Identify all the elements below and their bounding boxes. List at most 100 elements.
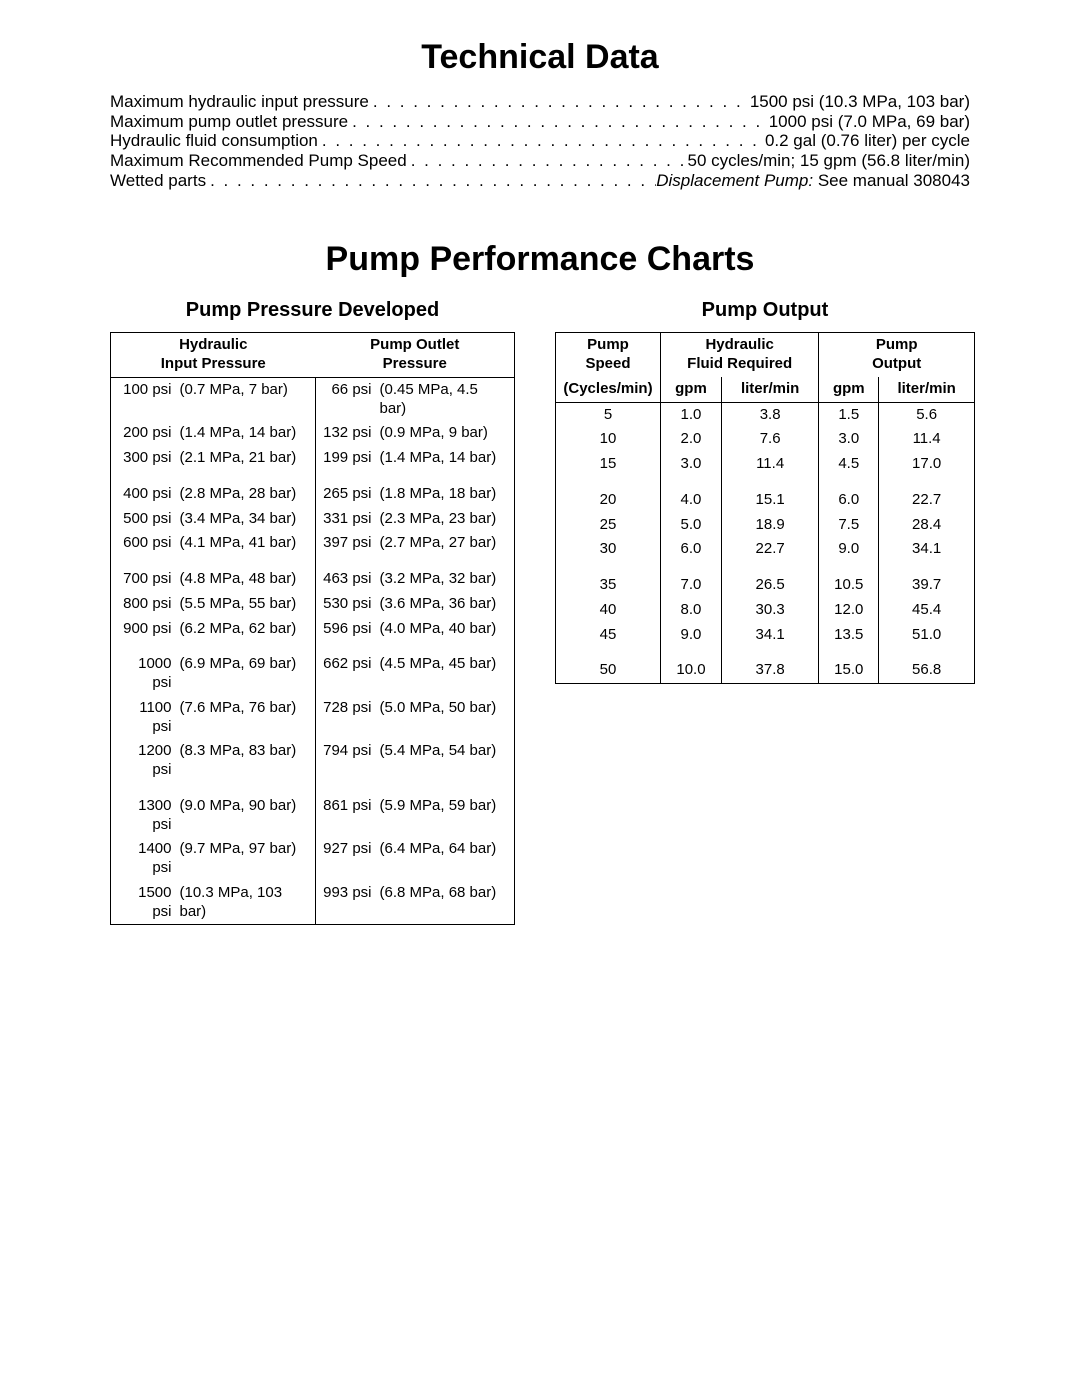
table-subheader-cell: (Cycles/min) [556,377,661,402]
table-cell: 5 [556,402,661,427]
pressure-table: Hydraulic Input Pressure Pump Outlet Pre… [110,332,515,925]
table-cell: 50 [556,647,661,683]
table-cell: 728 psi [316,696,376,740]
table-cell: (4.5 MPa, 45 bar) [376,641,515,696]
table-cell: (2.8 MPa, 28 bar) [176,471,316,507]
table-row: 100 psi(0.7 MPa, 7 bar)66 psi(0.45 MPa, … [111,377,515,421]
table-subheader-cell: gpm [661,377,722,402]
table-cell: 37.8 [721,647,818,683]
table-cell: 927 psi [316,837,376,881]
table-cell: (6.4 MPa, 64 bar) [376,837,515,881]
table-cell: 9.0 [819,537,879,562]
table-header-cell: PumpSpeed [556,333,661,377]
table-cell: (0.9 MPa, 9 bar) [376,421,515,446]
table-cell: 100 psi [111,377,176,421]
table-cell: 7.6 [721,427,818,452]
table-cell: 34.1 [879,537,975,562]
table-cell: 6.0 [661,537,722,562]
table-cell: 1300 psi [111,783,176,838]
table-cell: 1500 psi [111,881,176,925]
table-cell: 1200 psi [111,739,176,783]
table-cell: (10.3 MPa, 103 bar) [176,881,316,925]
table-cell: 500 psi [111,507,176,532]
charts-row: Pump Pressure Developed Hydraulic Input … [110,295,970,925]
table-cell: 51.0 [879,623,975,648]
table-row: 306.022.79.034.1 [556,537,975,562]
table-row: 255.018.97.528.4 [556,513,975,538]
table-cell: 35 [556,562,661,598]
table-cell: 200 psi [111,421,176,446]
spec-dots: . . . . . . . . . . . . . . . . . . . . … [318,132,765,151]
spec-label: Wetted parts [110,172,206,191]
table-row: 408.030.312.045.4 [556,598,975,623]
table-cell: 10.0 [661,647,722,683]
table-cell: (4.0 MPa, 40 bar) [376,617,515,642]
table-cell: 9.0 [661,623,722,648]
output-table: PumpSpeedHydraulicFluid RequiredPumpOutp… [555,332,975,684]
table-cell: 800 psi [111,592,176,617]
table-cell: 600 psi [111,531,176,556]
table-cell: 7.0 [661,562,722,598]
spec-row: Wetted parts . . . . . . . . . . . . . .… [110,172,970,191]
spec-dots: . . . . . . . . . . . . . . . . . . . . … [369,93,750,112]
table-cell: 397 psi [316,531,376,556]
spec-row: Hydraulic fluid consumption . . . . . . … [110,132,970,151]
table-cell: (2.3 MPa, 23 bar) [376,507,515,532]
table-cell: (3.6 MPa, 36 bar) [376,592,515,617]
spec-value: Displacement Pump: See manual 308043 [656,172,970,191]
spec-value: 1000 psi (7.0 MPa, 69 bar) [769,113,970,132]
table-cell: 17.0 [879,452,975,477]
table-subheader-cell: liter/min [879,377,975,402]
table-cell: 1000 psi [111,641,176,696]
spec-label: Maximum hydraulic input pressure [110,93,369,112]
table-cell: 15.0 [819,647,879,683]
table-cell: 3.0 [819,427,879,452]
table-cell: 993 psi [316,881,376,925]
spec-row: Maximum Recommended Pump Speed . . . . .… [110,152,970,171]
table-cell: (0.45 MPa, 4.5 bar) [376,377,515,421]
spec-label: Hydraulic fluid consumption [110,132,318,151]
table-cell: 11.4 [879,427,975,452]
table-cell: (2.7 MPa, 27 bar) [376,531,515,556]
table-cell: 7.5 [819,513,879,538]
table-row: 300 psi(2.1 MPa, 21 bar)199 psi(1.4 MPa,… [111,446,515,471]
table-cell: (1.8 MPa, 18 bar) [376,471,515,507]
output-chart-title: Pump Output [555,299,975,322]
table-cell: (9.0 MPa, 90 bar) [176,783,316,838]
table-row: 204.015.16.022.7 [556,477,975,513]
table-cell: 2.0 [661,427,722,452]
table-cell: (6.9 MPa, 69 bar) [176,641,316,696]
table-cell: (3.2 MPa, 32 bar) [376,556,515,592]
table-cell: 662 psi [316,641,376,696]
table-row: 500 psi(3.4 MPa, 34 bar)331 psi(2.3 MPa,… [111,507,515,532]
table-cell: (5.4 MPa, 54 bar) [376,739,515,783]
table-header-cell: HydraulicFluid Required [661,333,819,377]
table-cell: 700 psi [111,556,176,592]
table-cell: (1.4 MPa, 14 bar) [376,446,515,471]
spec-value: 0.2 gal (0.76 liter) per cycle [765,132,970,151]
table-cell: 20 [556,477,661,513]
table-cell: 39.7 [879,562,975,598]
table-cell: 15 [556,452,661,477]
table-cell: 1.0 [661,402,722,427]
table-cell: 596 psi [316,617,376,642]
table-cell: 10 [556,427,661,452]
table-row: 1300 psi(9.0 MPa, 90 bar)861 psi(5.9 MPa… [111,783,515,838]
spec-row: Maximum hydraulic input pressure . . . .… [110,93,970,112]
table-cell: 18.9 [721,513,818,538]
spec-dots: . . . . . . . . . . . . . . . . . . . . … [206,172,656,191]
table-cell: 22.7 [721,537,818,562]
table-row: 51.03.81.55.6 [556,402,975,427]
table-cell: (0.7 MPa, 7 bar) [176,377,316,421]
table-cell: 25 [556,513,661,538]
table-cell: 4.5 [819,452,879,477]
table-cell: (5.9 MPa, 59 bar) [376,783,515,838]
table-header-cell: PumpOutput [819,333,975,377]
table-row: 900 psi(6.2 MPa, 62 bar)596 psi(4.0 MPa,… [111,617,515,642]
table-row: 800 psi(5.5 MPa, 55 bar)530 psi(3.6 MPa,… [111,592,515,617]
table-cell: 5.0 [661,513,722,538]
table-cell: (6.8 MPa, 68 bar) [376,881,515,925]
table-cell: (7.6 MPa, 76 bar) [176,696,316,740]
table-cell: 530 psi [316,592,376,617]
table-cell: 1.5 [819,402,879,427]
